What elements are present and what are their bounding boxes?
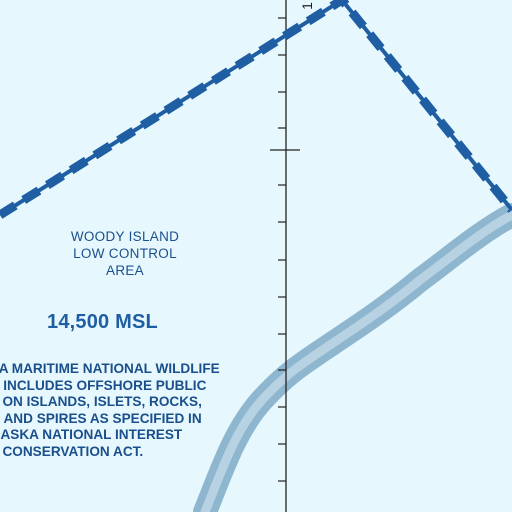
meridian-ticks bbox=[270, 17, 300, 482]
refuge-note-line-4: EFS, AND SPIRES AS SPECIFIED IN bbox=[0, 410, 202, 426]
refuge-note: ASKA MARITIME NATIONAL WILDLIFE UGE INCL… bbox=[0, 361, 270, 461]
refuge-note-line-6: NDS CONSERVATION ACT. bbox=[0, 443, 144, 459]
shoreline-inner bbox=[200, 210, 512, 512]
meridian-tick-label: 1 bbox=[298, 2, 315, 10]
control-area-boundary-dashes bbox=[0, 0, 512, 219]
refuge-note-line-1: ASKA MARITIME NATIONAL WILDLIFE bbox=[0, 361, 220, 376]
woody-island-control-area-label: WOODY ISLAND LOW CONTROL AREA bbox=[40, 228, 210, 279]
floor-altitude-label: 14,500 MSL bbox=[47, 311, 158, 333]
refuge-note-line-5: E ALASKA NATIONAL INTEREST bbox=[0, 427, 183, 443]
control-area-boundary bbox=[0, 0, 512, 217]
area-name-line-3: AREA bbox=[106, 263, 144, 278]
area-name-line-2: LOW CONTROL bbox=[73, 246, 177, 261]
refuge-note-line-3: NDS ON ISLANDS, ISLETS, ROCKS, bbox=[0, 394, 202, 410]
refuge-note-line-2: UGE INCLUDES OFFSHORE PUBLIC bbox=[0, 377, 207, 393]
area-name-line-1: WOODY ISLAND bbox=[70, 229, 180, 244]
